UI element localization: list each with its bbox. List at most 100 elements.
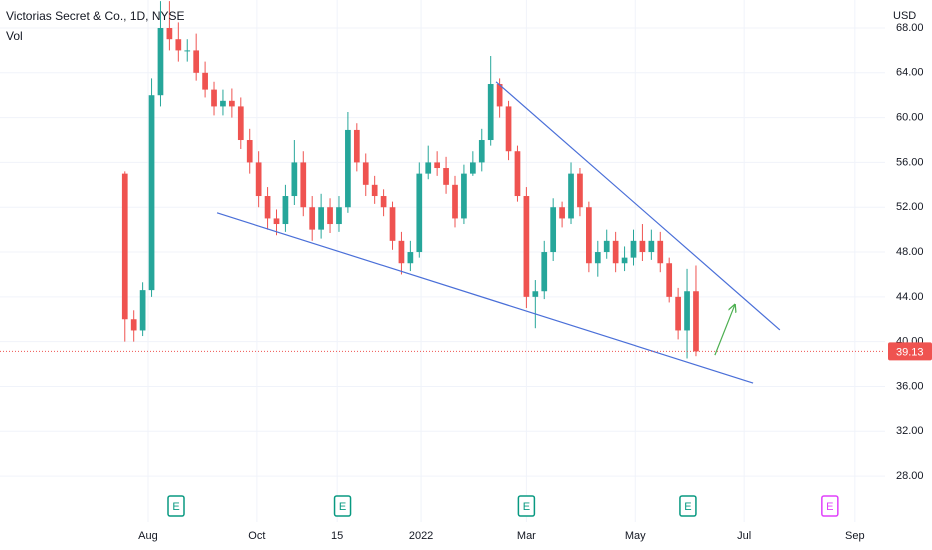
earnings-marker [821, 495, 839, 517]
candle-body [264, 196, 271, 219]
candle-body [568, 173, 574, 219]
x-tick-label: Mar [517, 530, 536, 542]
candle-body [345, 129, 351, 208]
candle-body [237, 106, 244, 141]
candle-body [630, 240, 637, 258]
y-tick-label: 32.00 [896, 425, 924, 437]
candle-body [202, 72, 208, 90]
candle-body [220, 100, 226, 107]
candle-body [371, 184, 378, 197]
candle-body [577, 173, 583, 208]
candle-body [273, 218, 280, 225]
candle-body [550, 207, 557, 253]
x-tick-label: Sep [845, 530, 865, 542]
candle-body [157, 28, 164, 96]
trend-line [495, 81, 781, 331]
candle-body [300, 162, 307, 208]
x-tick-label: Jul [737, 530, 751, 542]
candle-body [648, 240, 655, 253]
candle-body [175, 39, 182, 51]
candle-body [594, 252, 601, 264]
earnings-label: E [339, 501, 346, 513]
candle-body [389, 207, 396, 241]
x-tick-label: Oct [248, 530, 265, 542]
x-tick-label: Aug [138, 530, 158, 542]
candle-body [559, 207, 565, 219]
candle-body [130, 319, 137, 331]
earnings-marker [517, 495, 536, 517]
earnings-label: E [684, 501, 691, 513]
candle-body [309, 207, 316, 230]
candle-body [398, 240, 405, 264]
candle-body [282, 196, 289, 225]
earnings-label: E [172, 501, 179, 513]
candle-body [603, 240, 610, 253]
candle-body [166, 28, 173, 40]
y-tick-label: 60.00 [896, 112, 924, 124]
candle-body [139, 290, 146, 331]
x-tick-label: 15 [331, 530, 343, 542]
y-tick-label: 56.00 [896, 156, 924, 168]
x-tick-label: 2022 [409, 530, 433, 542]
arrow [714, 305, 735, 356]
trend-line [216, 212, 754, 384]
chart-title: Victorias Secret & Co., 1D, NYSE [6, 9, 185, 23]
candle-body [318, 207, 324, 230]
y-tick-label: 48.00 [896, 246, 924, 258]
candle-body [246, 140, 253, 163]
candle-body [121, 173, 128, 320]
candle-body [675, 296, 681, 331]
y-tick-label: 44.00 [896, 291, 924, 303]
earnings-label: E [523, 501, 530, 513]
earnings-label: E [826, 501, 833, 513]
candle-body [425, 162, 432, 174]
earnings-marker [333, 495, 352, 517]
last-price-label: 39.13 [896, 346, 924, 358]
candle-body [255, 162, 262, 197]
earnings-marker [167, 495, 185, 517]
candle-body [505, 106, 512, 152]
candle-body [612, 240, 619, 264]
candle-body [434, 162, 441, 169]
volume-label: Vol [6, 29, 23, 43]
candle-body [469, 162, 476, 174]
y-tick-label: 64.00 [896, 67, 924, 79]
candle-body [353, 129, 360, 163]
candle-body [541, 252, 548, 292]
candle-body [496, 84, 503, 107]
candle-body [407, 252, 414, 264]
candle-body [666, 263, 673, 297]
candle-body [478, 140, 485, 163]
candle-body [327, 207, 333, 225]
candle-body [291, 162, 298, 197]
candle-body [362, 162, 369, 185]
candle-body [336, 207, 342, 225]
candle-body [586, 207, 592, 264]
candle-body [487, 84, 494, 141]
candle-body [621, 257, 628, 264]
candle-body [532, 291, 539, 297]
candle-body [211, 89, 217, 107]
candle-body [193, 50, 200, 73]
candle-body [380, 196, 387, 208]
candle-body [461, 173, 467, 219]
y-tick-label: 36.00 [896, 380, 924, 392]
currency-label: USD [893, 10, 916, 22]
candle-body [229, 100, 235, 107]
earnings-marker [679, 495, 697, 517]
y-tick-label: 52.00 [896, 201, 924, 213]
candle-body [684, 291, 690, 331]
y-tick-label: 28.00 [896, 470, 924, 482]
candle-body [639, 240, 646, 253]
candle-body [443, 168, 449, 185]
candle-body [416, 173, 423, 253]
candle-body [693, 291, 699, 352]
candle-body [657, 240, 664, 264]
candle-body [184, 50, 191, 52]
y-tick-label: 68.00 [896, 22, 924, 34]
x-tick-label: May [625, 530, 646, 542]
last-price-box [888, 342, 932, 361]
candle-body [148, 95, 155, 291]
